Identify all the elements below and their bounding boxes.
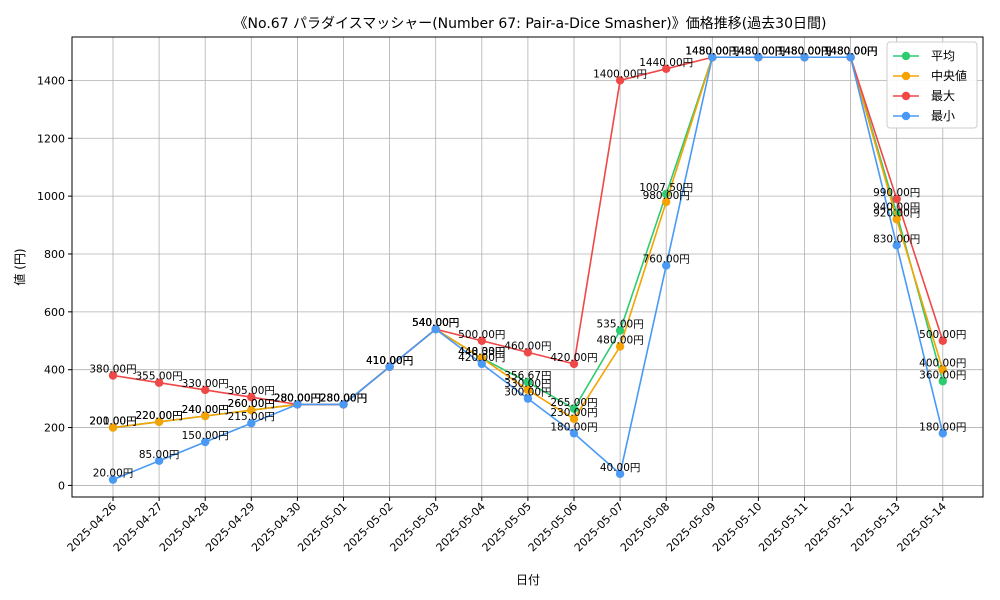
y-tick-label: 400: [44, 364, 65, 377]
data-label: 180.00円: [919, 421, 966, 433]
data-label: 230.00円: [550, 407, 597, 419]
data-label: 420.00円: [458, 352, 505, 364]
legend-marker: [902, 72, 910, 80]
y-tick-label: 200: [44, 422, 65, 435]
data-label: 40.00円: [600, 462, 641, 474]
data-label: 410.00円: [366, 355, 413, 367]
data-label: 300.00円: [504, 387, 551, 399]
data-label: 830.00円: [873, 233, 920, 245]
data-label: 920.00円: [873, 207, 920, 219]
data-label: 220.00円: [135, 410, 182, 422]
x-tick-label: 2025-05-14: [895, 500, 949, 554]
data-label: 330.00円: [182, 378, 229, 390]
data-label: 305.00円: [228, 385, 275, 397]
data-label: 1480.00円: [824, 45, 878, 57]
data-label: 360.00円: [919, 369, 966, 381]
legend-label: 中央値: [931, 68, 967, 83]
legend-label: 平均: [931, 49, 955, 63]
data-label: 480.00円: [596, 335, 643, 347]
data-label: 500.00円: [919, 329, 966, 341]
x-axis: 2025-04-262025-04-272025-04-282025-04-29…: [65, 497, 949, 554]
data-label: 535.00円: [596, 319, 643, 331]
y-tick-label: 600: [44, 306, 65, 319]
data-label: 355.00円: [135, 371, 182, 383]
data-label: 540.00円: [412, 317, 459, 329]
legend-label: 最大: [931, 89, 955, 103]
data-label: 1440.00円: [639, 57, 693, 69]
data-label: 240.00円: [182, 404, 229, 416]
y-tick-label: 1200: [37, 132, 65, 145]
chart-title: 《No.67 パラダイスマッシャー(Number 67: Pair-a-Dice…: [234, 16, 827, 32]
y-axis: 0 200 400 600 800 1000 1200 1400: [37, 74, 72, 492]
y-tick-label: 800: [44, 248, 65, 261]
data-label: 280.00円: [274, 392, 321, 404]
data-label: 500.00円: [458, 329, 505, 341]
data-label: 380.00円: [89, 363, 136, 375]
data-label: 201.00円: [89, 416, 136, 428]
legend-marker: [902, 52, 910, 60]
y-tick-label: 1400: [37, 74, 65, 87]
legend-label: 最小: [931, 109, 955, 123]
data-label: 85.00円: [139, 449, 180, 461]
y-tick-label: 0: [58, 479, 65, 492]
x-axis-label: 日付: [516, 573, 540, 587]
data-label: 980.00円: [643, 190, 690, 202]
data-label: 20.00円: [93, 468, 134, 480]
data-label: 1400.00円: [593, 68, 647, 80]
data-label: 990.00円: [873, 187, 920, 199]
data-label: 180.00円: [550, 421, 597, 433]
price-chart: 《No.67 パラダイスマッシャー(Number 67: Pair-a-Dice…: [0, 0, 1000, 600]
y-tick-label: 1000: [37, 190, 65, 203]
y-axis-label: 値 (円): [12, 248, 27, 285]
data-label: 260.00円: [228, 398, 275, 410]
data-label: 760.00円: [643, 254, 690, 266]
data-label: 150.00円: [182, 430, 229, 442]
grid-layer: [72, 37, 983, 497]
data-label: 215.00円: [228, 411, 275, 423]
data-label: 400.00円: [919, 358, 966, 370]
data-label: 280.00円: [320, 392, 367, 404]
legend-marker: [902, 92, 910, 100]
data-label: 420.00円: [550, 352, 597, 364]
data-label: 460.00円: [504, 340, 551, 352]
legend-marker: [902, 112, 910, 120]
